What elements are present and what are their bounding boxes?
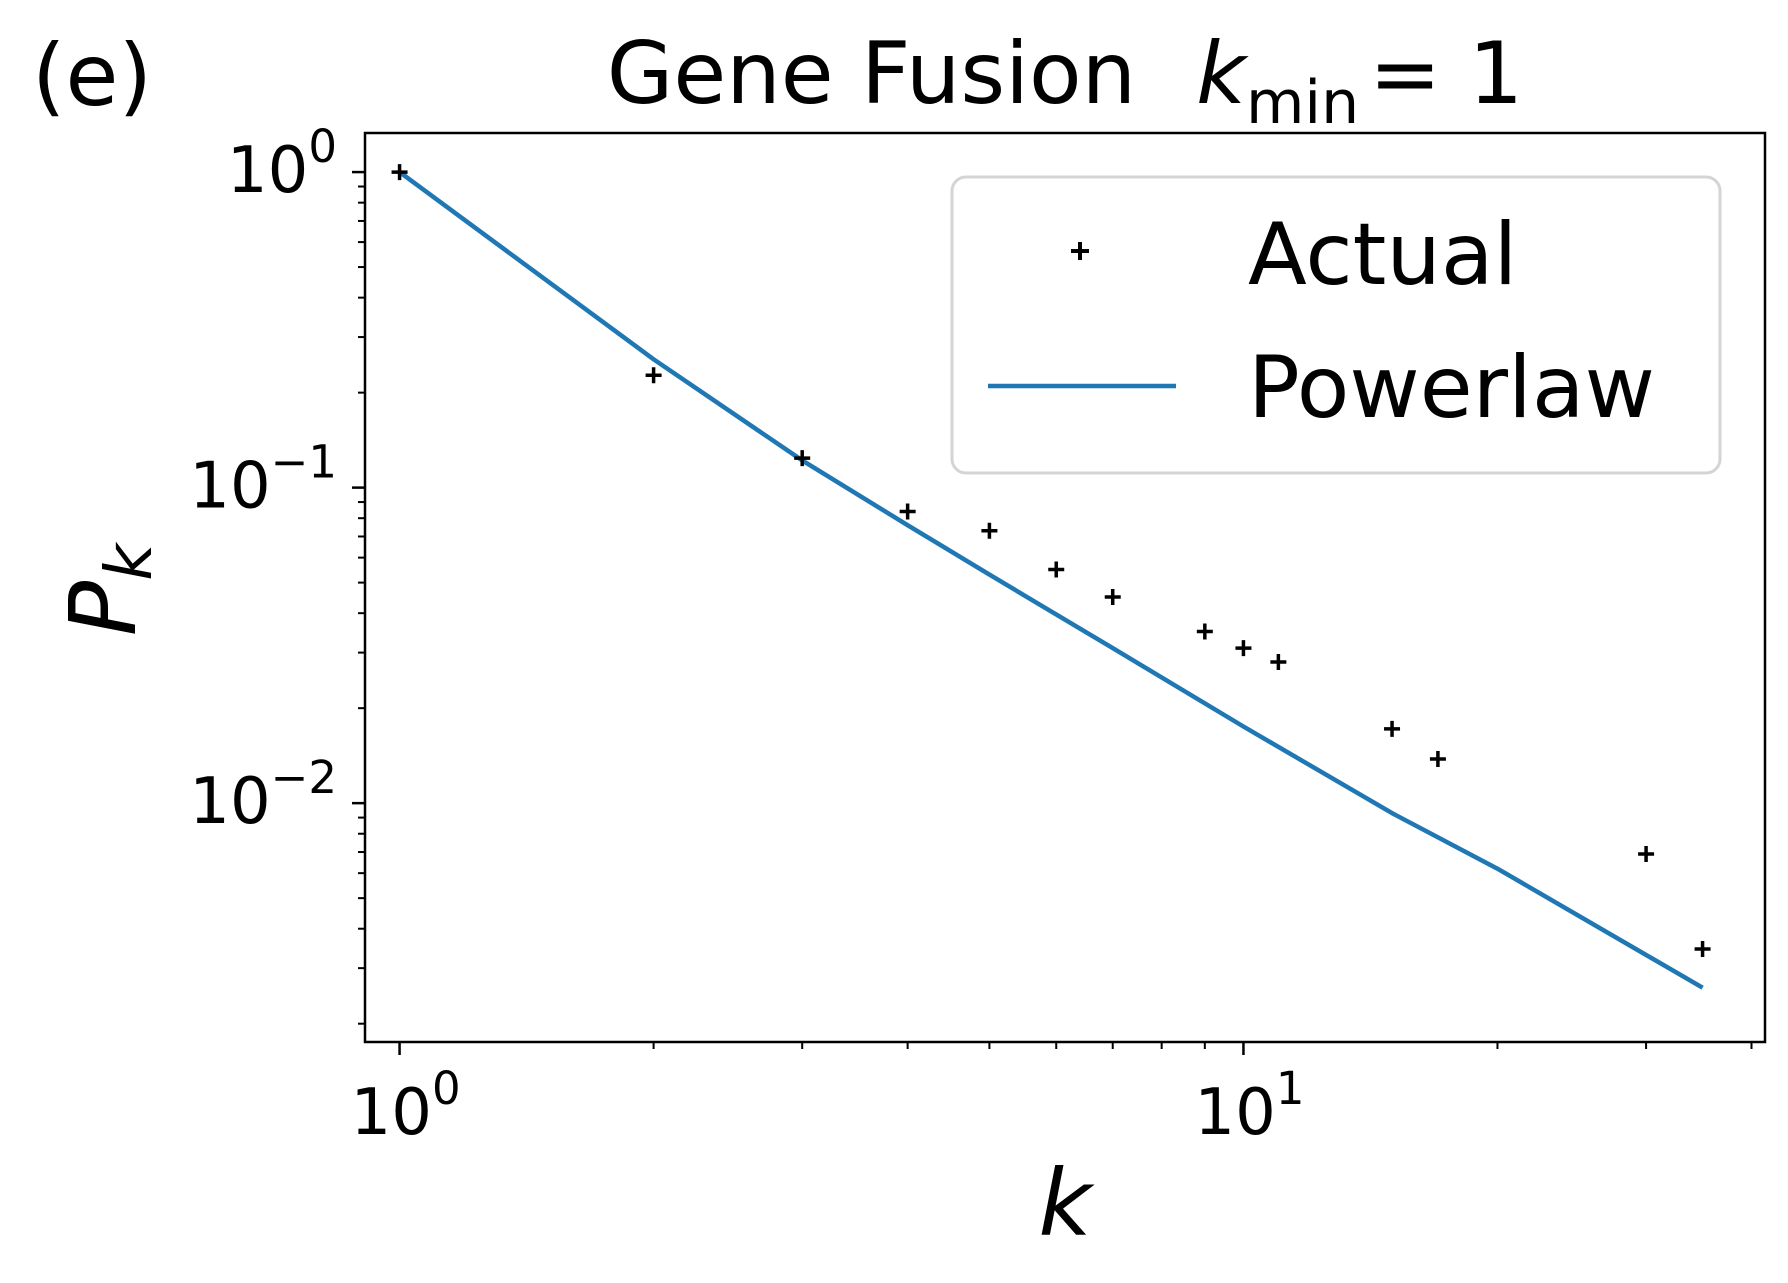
y-tick-exponent: −1 [271,436,337,489]
actual-point [391,164,408,181]
plot-frame [363,131,1767,1044]
actual-point [1196,623,1213,640]
x-tick-label: 101 [1194,1062,1304,1150]
actual-point [1104,589,1121,606]
x-tick-base: 10 [351,1076,432,1150]
actual-point [1638,846,1655,862]
legend-box [950,175,1722,475]
actual-point [1694,940,1711,957]
y-tick-base: 10 [189,450,270,524]
y-label-subscript: k [93,541,167,581]
x-tick-exponent: 1 [1276,1062,1305,1115]
actual-point [794,450,811,467]
panel-label: (e) [32,26,152,126]
actual-point [645,367,662,384]
chart-title: Gene Fusion kmin = 1 [607,24,1524,138]
y-tick-label: 10−2 [189,751,337,839]
actual-point [1048,561,1065,578]
actual-point [1235,640,1252,657]
y-tick-label: 10−1 [189,436,337,524]
x-tick-label: 100 [351,1062,461,1150]
x-tick-base: 10 [1194,1076,1275,1150]
actual-point [981,522,998,539]
x-axis-label: k [1038,1150,1095,1257]
actual-point [1270,654,1287,671]
title-main: Gene Fusion [607,24,1136,124]
series-layer [391,164,1711,990]
title-equation: = 1 [1369,24,1523,124]
y-label-main: P [50,580,157,636]
y-tick-base: 10 [189,765,270,839]
y-tick-exponent: −2 [271,751,337,804]
legend-label-actual: Actual [1248,205,1517,305]
actual-point [1384,720,1401,737]
legend-label-powerlaw: Powerlaw [1248,338,1655,438]
y-tick-base: 10 [227,134,308,208]
actual-point [1429,751,1446,768]
y-tick-exponent: 0 [308,120,337,173]
actual-point [899,503,916,520]
x-tick-exponent: 0 [432,1062,461,1115]
title-variable: k [1196,24,1249,124]
y-tick-label: 100 [227,120,337,208]
title-subscript: min [1246,68,1359,138]
y-axis-label: Pk [50,541,167,636]
powerlaw-line [398,170,1704,990]
legend: Actual Powerlaw [950,175,1722,475]
legend-marker-actual [1071,242,1089,260]
